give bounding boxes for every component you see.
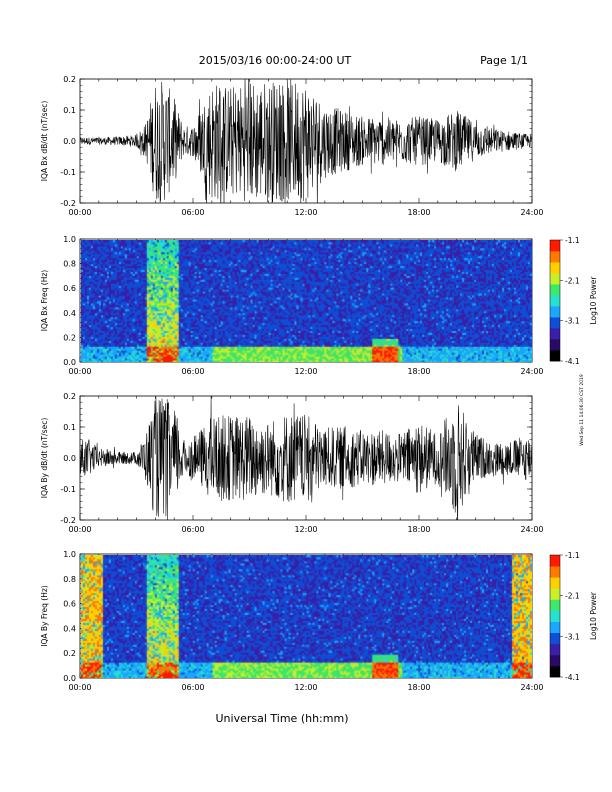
x-tick-label: 06:00: [181, 367, 204, 376]
x-tick-label: 24:00: [520, 367, 543, 376]
colorbar-frame: [549, 239, 561, 362]
y-tick-label: -0.1: [60, 485, 76, 494]
colorbar-bx: -1.1 -2.1 -3.1 -4.1 Log10 Power: [549, 236, 598, 366]
colorbar-tick-label: -2.1: [565, 592, 580, 601]
y-tick-label: 0.2: [63, 75, 76, 84]
y-tick-label: 0.0: [63, 674, 76, 683]
colorbar-label: Log10 Power: [589, 276, 598, 325]
colorbar-swatch: [550, 339, 560, 351]
panel-bx-spectrogram: 00:00 06:00 12:00 18:00 24:00 0.0 0.2 0.4 0.6 0.8…: [40, 235, 544, 376]
x-tick-label: 00:00: [68, 208, 91, 217]
colorbar-label: Log10 Power: [589, 591, 598, 640]
y-tick-label: 0.6: [63, 284, 76, 293]
x-tick-label: 12:00: [294, 208, 317, 217]
colorbar-swatch: [550, 317, 560, 329]
colorbar-tick-label: -4.1: [565, 673, 580, 682]
x-tick-label: 24:00: [520, 683, 543, 692]
waveform-trace: [80, 79, 532, 203]
panel-by-waveform: 00:00 06:00 12:00 18:00 24:00 -0.2 -0.1 0.0 0.1 0…: [40, 392, 544, 534]
panel-bx-waveform: 00:00 06:00 12:00 18:00 24:00 -0.2 -0.1 0.0 0.1 0…: [40, 75, 544, 217]
panel-by-spectrogram: 00:00 06:00 12:00 18:00 24:00 0.0 0.2 0.4 0.6 0.8…: [40, 550, 544, 692]
chart-title: 2015/03/16 00:00-24:00 UT: [199, 54, 352, 67]
y-tick-label: 0.4: [63, 309, 76, 318]
y-tick-label: -0.2: [60, 199, 76, 208]
x-tick-label: 12:00: [294, 367, 317, 376]
y-tick-label: 0.8: [63, 575, 76, 584]
y-axis-label: IQA Bx dB/dt (nT/sec): [40, 101, 49, 182]
x-tick-label: 00:00: [68, 683, 91, 692]
colorbar-swatch: [550, 350, 560, 362]
colorbar-swatch: [550, 328, 560, 340]
colorbar-tick-label: -3.1: [565, 632, 580, 641]
y-tick-label: 0.4: [63, 624, 76, 633]
y-tick-label: 0.2: [63, 333, 76, 342]
colorbar-swatch: [550, 621, 560, 634]
page-indicator: Page 1/1: [480, 54, 528, 67]
y-tick-label: 1.0: [63, 550, 76, 559]
y-tick-label: 0.0: [63, 137, 76, 146]
y-tick-label: 0.0: [63, 454, 76, 463]
x-tick-label: 06:00: [181, 525, 204, 534]
y-tick-label: 0.2: [63, 649, 76, 658]
y-tick-label: 1.0: [63, 235, 76, 244]
x-tick-label: 18:00: [407, 367, 430, 376]
x-tick-label: 00:00: [68, 525, 91, 534]
colorbar-swatch: [550, 284, 560, 296]
y-axis-label: IQA Bx Freq (Hz): [40, 270, 49, 332]
x-tick-label: 24:00: [520, 208, 543, 217]
side-timestamp: Wed Sep 11 14:06:30 CST 2019: [579, 374, 585, 446]
colorbar-swatch: [550, 577, 560, 589]
x-axis-label: Universal Time (hh:mm): [216, 712, 349, 725]
x-tick-label: 24:00: [520, 525, 543, 534]
x-tick-label: 12:00: [294, 683, 317, 692]
colorbar-swatch: [550, 643, 560, 656]
colorbar-swatch: [550, 566, 560, 578]
colorbar-swatch: [550, 273, 560, 285]
spectrogram-image: [80, 554, 532, 678]
spectrogram-image: [80, 239, 532, 362]
colorbar-swatch: [550, 665, 560, 678]
waveform-trace: [80, 396, 532, 520]
y-tick-label: 0.2: [63, 392, 76, 401]
y-tick-label: 0.0: [63, 358, 76, 367]
y-axis-label: IQA By dB/dt (nT/sec): [40, 418, 49, 499]
colorbar-tick-label: -4.1: [565, 357, 580, 366]
colorbar-swatch: [550, 599, 560, 611]
colorbar-tick-label: -1.1: [565, 236, 580, 245]
y-tick-label: 0.1: [63, 423, 76, 432]
colorbar-swatch: [550, 262, 560, 274]
x-tick-label: 18:00: [407, 525, 430, 534]
x-tick-label: 18:00: [407, 208, 430, 217]
colorbar-swatch: [550, 555, 560, 567]
colorbar-tick-label: -3.1: [565, 317, 580, 326]
colorbar-swatch: [550, 295, 560, 307]
colorbar-tick-label: -1.1: [565, 551, 580, 560]
x-tick-label: 12:00: [294, 525, 317, 534]
x-tick-label: 06:00: [181, 683, 204, 692]
x-tick-label: 18:00: [407, 683, 430, 692]
colorbar-swatch: [550, 306, 560, 318]
y-tick-label: 0.1: [63, 106, 76, 115]
y-tick-label: 0.8: [63, 260, 76, 269]
colorbar-swatch: [550, 610, 560, 622]
y-axis-label: IQA By Freq (Hz): [40, 585, 49, 647]
colorbar-by: -1.1 -2.1 -3.1 -4.1 Log10 Power: [549, 551, 598, 682]
colorbar-swatch: [550, 588, 560, 600]
y-tick-label: 0.6: [63, 600, 76, 609]
colorbar-swatch: [550, 654, 560, 667]
x-tick-label: 06:00: [181, 208, 204, 217]
y-tick-label: -0.2: [60, 516, 76, 525]
y-tick-label: -0.1: [60, 168, 76, 177]
x-tick-label: 00:00: [68, 367, 91, 376]
colorbar-tick-label: -2.1: [565, 276, 580, 285]
colorbar-swatch: [550, 240, 560, 252]
colorbar-swatch: [550, 632, 560, 645]
colorbar-frame: [549, 554, 561, 678]
colorbar-swatch: [550, 251, 560, 263]
